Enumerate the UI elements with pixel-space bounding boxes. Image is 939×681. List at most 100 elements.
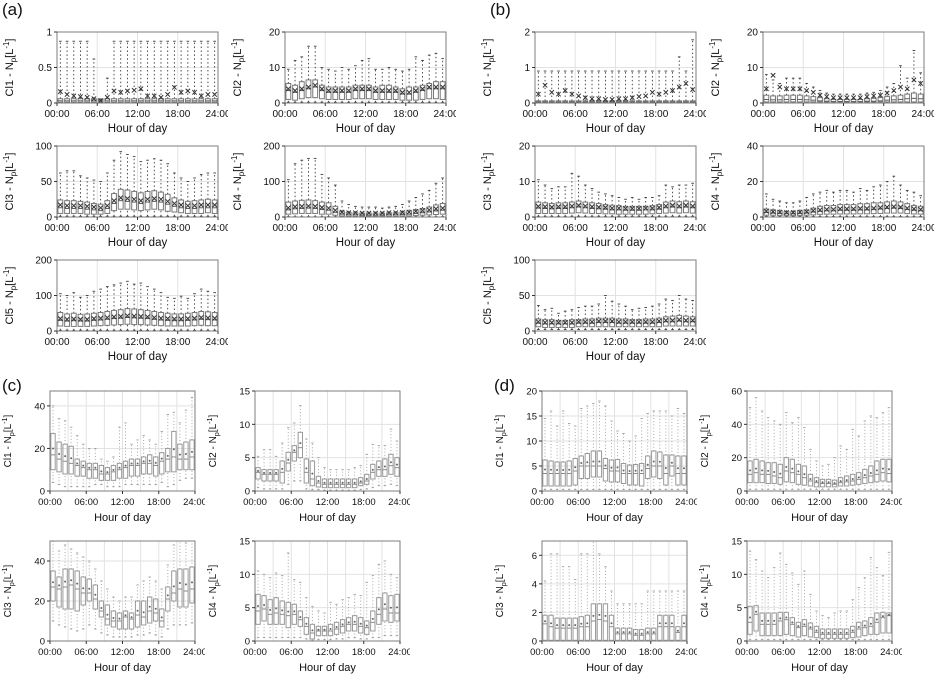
subplot-a-cl4: 00:00 06:00 12:00 18:00 24:00 0 100 200 Hour of … [228,140,456,252]
box-group [57,280,218,331]
svg-text:12:00: 12:00 [111,497,135,508]
y-axis-label: Cl1 - Np[L-1] [2,39,18,97]
svg-text:0: 0 [40,637,45,648]
svg-text:18:00: 18:00 [844,497,868,508]
svg-text:18:00: 18:00 [639,497,663,508]
svg-text:00:00: 00:00 [750,109,775,120]
svg-text:200: 200 [35,256,52,267]
svg-text:12:00: 12:00 [125,109,150,120]
y-tick-labels: 0 20 40 [34,557,50,648]
svg-text:100: 100 [35,142,52,153]
x-axis-label: Hour of day [586,512,643,524]
x-axis-label: Hour of day [586,351,646,363]
box-group [57,151,218,217]
svg-text:0: 0 [752,213,758,224]
panel-b: (b) 00:00 06:00 12:00 18:00 24:00 0 1 2 Hour of … [478,0,939,372]
svg-text:00:00: 00:00 [243,647,267,658]
y-tick-labels: 0 5 10 15 [239,387,255,498]
x-axis-label: Hour of day [586,123,646,135]
svg-text:12:00: 12:00 [603,337,628,348]
x-axis-label: Hour of day [94,662,151,674]
svg-text:00:00: 00:00 [522,109,547,120]
boxplot-canvas: 00:00 06:00 12:00 18:00 24:00 0 20 40 Hour of da… [708,142,934,250]
y-tick-labels: 0 1 2 [524,28,535,110]
svg-text:06:00: 06:00 [771,647,795,658]
boxplot-canvas: 00:00 06:00 12:00 18:00 24:00 0 10 20 Hour of da… [480,142,706,250]
x-axis-label: Hour of day [299,512,356,524]
svg-text:12:00: 12:00 [353,223,378,234]
svg-text:00:00: 00:00 [44,337,69,348]
svg-text:06:00: 06:00 [563,337,588,348]
svg-text:6: 6 [532,551,537,562]
x-axis-label: Hour of day [108,237,168,249]
svg-text:18:00: 18:00 [165,223,190,234]
svg-text:10: 10 [526,437,537,448]
x-axis-label: Hour of day [814,237,874,249]
x-axis-label: Hour of day [108,351,168,363]
svg-text:24:00: 24:00 [675,647,697,658]
svg-text:06:00: 06:00 [313,223,338,234]
svg-text:00:00: 00:00 [750,223,775,234]
svg-text:00:00: 00:00 [44,223,69,234]
x-tick-labels: 00:00 06:00 12:00 18:00 24:00 [38,491,205,508]
grid-lines [57,146,218,217]
grid-lines [763,32,924,103]
panel-a-label: (a) [2,0,23,19]
svg-text:200: 200 [263,142,280,153]
svg-text:2: 2 [532,608,537,619]
y-tick-labels: 00.51 [38,28,57,110]
svg-text:06:00: 06:00 [85,109,110,120]
y-axis-label: Cl5 - Np[L-1] [2,267,18,325]
svg-text:00:00: 00:00 [530,497,554,508]
y-axis-label: Cl2 - Np[L-1] [230,39,246,97]
subplot-d-cl1: 00:00 06:00 12:00 18:00 24:00 0 5 10 15 20 Hour of… [492,383,697,531]
svg-text:18:00: 18:00 [352,647,376,658]
grid-lines [535,32,696,103]
svg-text:18:00: 18:00 [643,337,668,348]
svg-text:18:00: 18:00 [393,109,418,120]
x-tick-labels: 00:00 06:00 12:00 18:00 24:00 [272,217,456,234]
boxplot-canvas: 00:00 06:00 12:00 18:00 24:00 0 100 200 Hour of … [230,142,456,250]
grid-lines [542,541,687,641]
svg-text:06:00: 06:00 [313,109,338,120]
x-axis-label: Hour of day [108,123,168,135]
svg-text:06:00: 06:00 [771,497,795,508]
y-tick-labels: 0 50 100 [35,142,57,224]
y-axis-label: Cl4 - Np[L-1] [697,564,713,617]
svg-text:20: 20 [731,453,742,464]
svg-text:24:00: 24:00 [388,647,410,658]
x-tick-labels: 00:00 06:00 12:00 18:00 24:00 [522,217,706,234]
svg-text:10: 10 [731,570,742,581]
svg-text:00:00: 00:00 [272,109,297,120]
svg-text:18:00: 18:00 [393,223,418,234]
svg-text:10: 10 [239,570,250,581]
subplot-b-cl1: 00:00 06:00 12:00 18:00 24:00 0 1 2 Hour of day C… [478,26,706,138]
svg-text:20: 20 [519,142,531,153]
y-tick-labels: 0 50 100 [513,256,535,338]
svg-text:15: 15 [731,537,742,548]
panel-d-label: (d) [494,376,515,395]
y-tick-labels: 0 100 200 [263,142,285,224]
subplot-b-cl3: 00:00 06:00 12:00 18:00 24:00 0 10 20 Hour of da… [478,140,706,252]
svg-text:5: 5 [737,603,742,614]
svg-text:06:00: 06:00 [74,497,98,508]
y-axis-label: Cl4 - Np[L-1] [205,564,221,617]
svg-text:18:00: 18:00 [844,647,868,658]
svg-text:20: 20 [269,28,281,39]
box-group [50,396,195,488]
y-tick-labels: 0 10 20 [519,142,535,224]
svg-text:24:00: 24:00 [683,337,706,348]
box-group [747,550,892,641]
svg-text:24:00: 24:00 [205,223,228,234]
svg-text:12:00: 12:00 [808,497,832,508]
svg-text:12:00: 12:00 [125,223,150,234]
x-tick-labels: 00:00 06:00 12:00 18:00 24:00 [750,217,934,234]
grid-lines [255,391,400,491]
svg-text:20: 20 [747,28,759,39]
svg-text:18:00: 18:00 [352,497,376,508]
y-axis-label: Cl3 - Np[L-1] [2,153,18,211]
y-axis-label: Cl5 - Np[L-1] [480,267,496,325]
grid-lines [763,146,924,217]
grid-lines [50,391,195,491]
svg-text:06:00: 06:00 [85,337,110,348]
